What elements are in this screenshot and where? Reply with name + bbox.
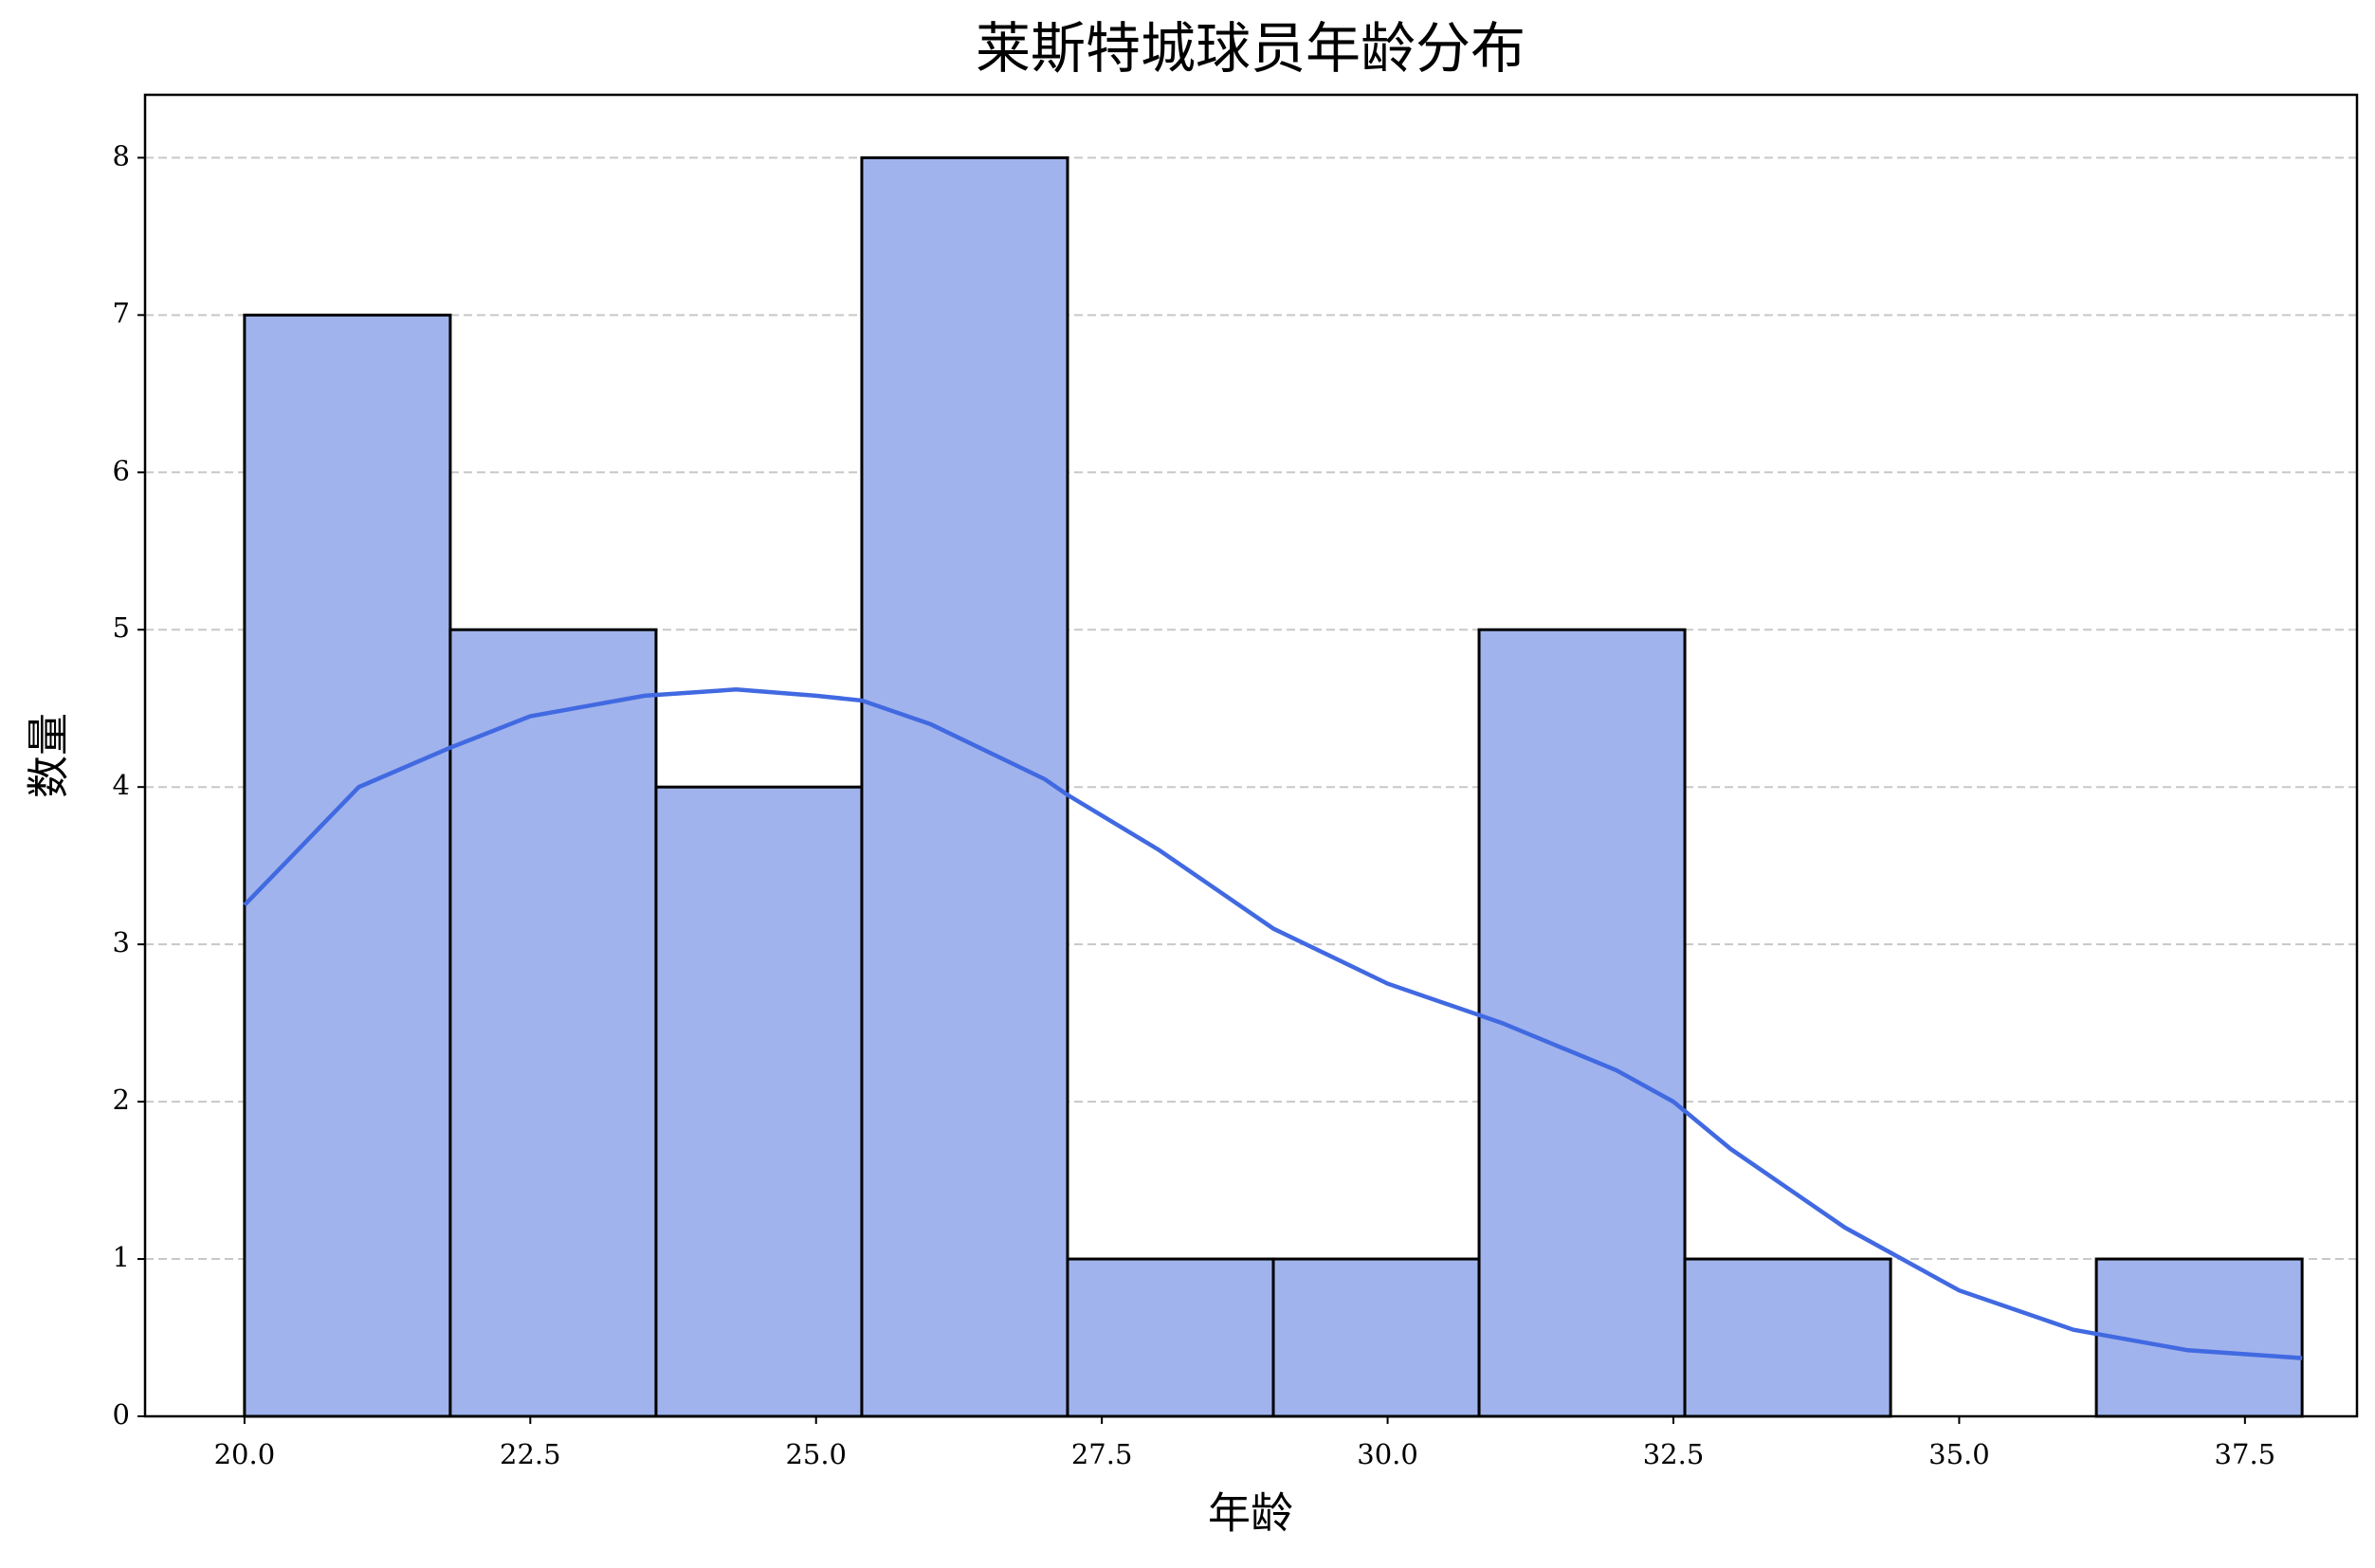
y-axis-label: 数量 — [24, 713, 74, 798]
y-tick-label: 1 — [113, 1241, 130, 1273]
y-tick-label: 2 — [113, 1084, 130, 1116]
x-tick-label: 20.0 — [214, 1438, 276, 1470]
bar — [654, 785, 864, 1418]
x-tick-label: 37.5 — [2215, 1438, 2276, 1470]
x-tick-label: 25.0 — [785, 1438, 847, 1470]
bar — [2094, 1257, 2304, 1418]
plot-frame — [143, 93, 2359, 1418]
x-axis-label: 年龄 — [1208, 1488, 1293, 1539]
y-tick-label: 3 — [113, 926, 130, 958]
chart-title: 莱斯特城球员年龄分布 — [976, 16, 1525, 81]
x-tick-label: 27.5 — [1071, 1438, 1133, 1470]
bar — [448, 628, 658, 1418]
y-tick-label: 5 — [113, 611, 130, 644]
y-tick-label: 7 — [113, 297, 130, 329]
y-tick-label: 0 — [113, 1398, 130, 1431]
x-tick-label: 30.0 — [1357, 1438, 1418, 1470]
bar — [1477, 628, 1687, 1418]
y-tick-label: 4 — [113, 769, 130, 801]
y-tick-label: 6 — [113, 454, 130, 486]
bar — [243, 313, 452, 1418]
x-tick-label: 22.5 — [500, 1438, 561, 1470]
bar — [1066, 1257, 1275, 1418]
x-tick-label: 32.5 — [1643, 1438, 1705, 1470]
bar — [1271, 1257, 1481, 1418]
x-tick-label: 35.0 — [1928, 1438, 1990, 1470]
bar — [1683, 1257, 1892, 1418]
bar — [860, 155, 1069, 1418]
kde-line — [243, 687, 2303, 1360]
y-tick-label: 8 — [113, 139, 130, 172]
